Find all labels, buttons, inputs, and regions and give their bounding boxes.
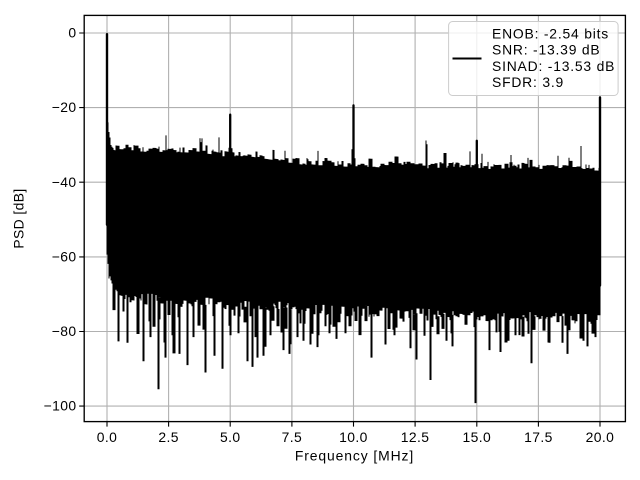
svg-text:15.0: 15.0	[462, 429, 491, 445]
svg-text:SINAD: -13.53 dB: SINAD: -13.53 dB	[492, 58, 615, 74]
svg-text:−100: −100	[44, 398, 77, 414]
svg-text:12.5: 12.5	[401, 429, 430, 445]
svg-text:ENOB: -2.54 bits: ENOB: -2.54 bits	[492, 25, 609, 41]
svg-text:PSD [dB]: PSD [dB]	[11, 188, 27, 248]
svg-text:−60: −60	[52, 249, 77, 265]
svg-text:20.0: 20.0	[586, 429, 615, 445]
svg-text:17.5: 17.5	[524, 429, 553, 445]
svg-text:−20: −20	[52, 99, 77, 115]
svg-text:7.5: 7.5	[282, 429, 303, 445]
svg-text:SFDR: 3.9: SFDR: 3.9	[492, 74, 564, 90]
svg-text:0: 0	[68, 25, 76, 41]
svg-text:Frequency [MHz]: Frequency [MHz]	[295, 448, 414, 464]
svg-text:SNR: -13.39 dB: SNR: -13.39 dB	[492, 42, 600, 58]
svg-text:5.0: 5.0	[220, 429, 241, 445]
svg-text:0.0: 0.0	[97, 429, 118, 445]
svg-text:−40: −40	[52, 174, 77, 190]
svg-text:2.5: 2.5	[158, 429, 179, 445]
svg-text:−80: −80	[52, 323, 77, 339]
svg-text:10.0: 10.0	[339, 429, 368, 445]
